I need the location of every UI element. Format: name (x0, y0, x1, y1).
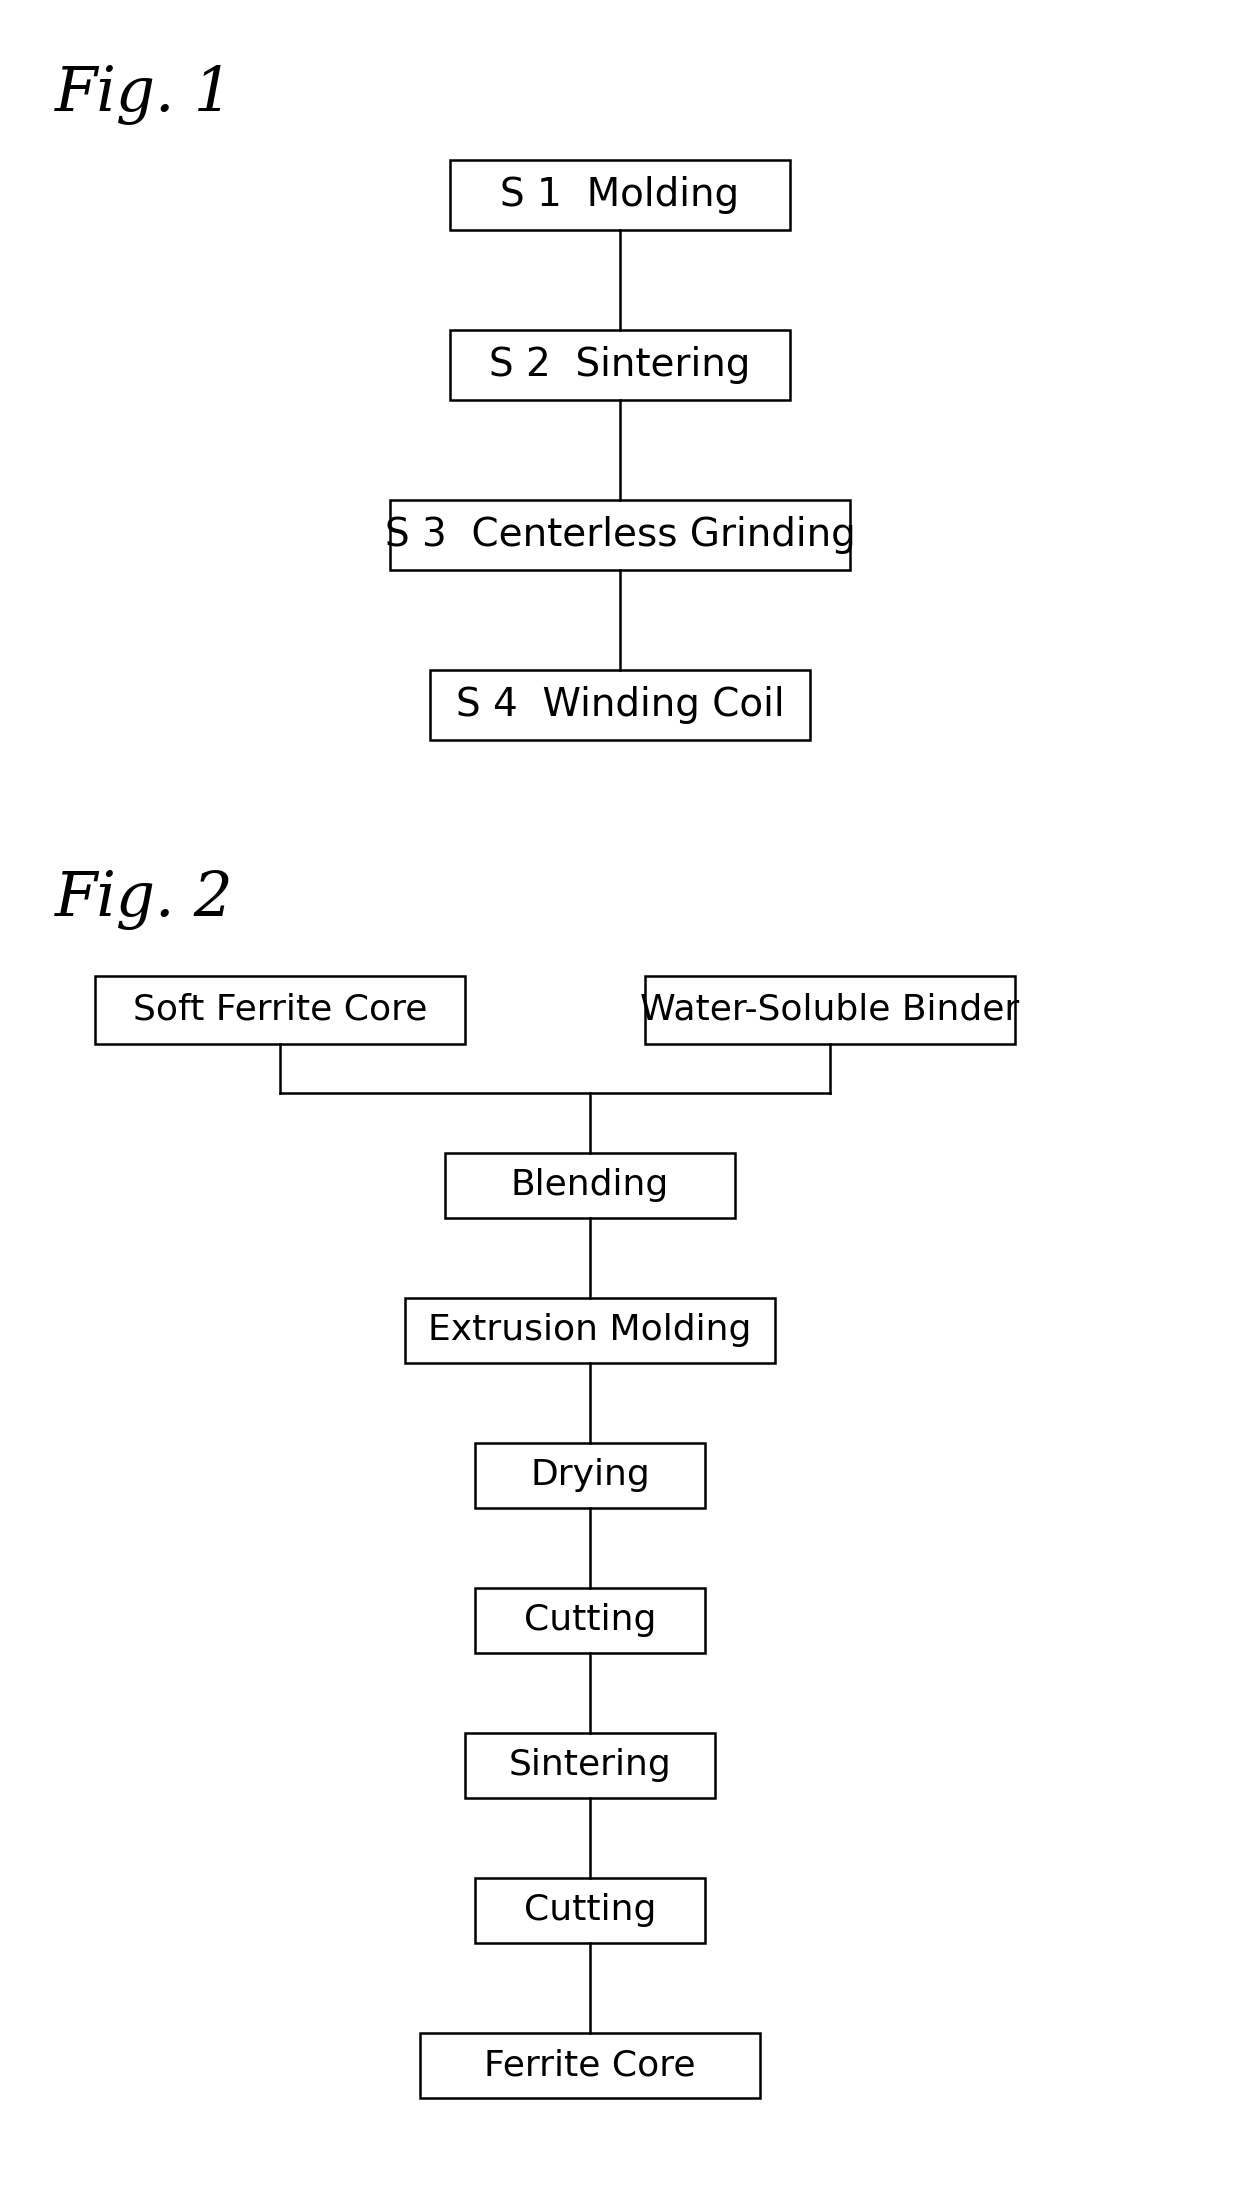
Text: Blending: Blending (511, 1167, 670, 1202)
Text: Cutting: Cutting (523, 1603, 656, 1636)
Text: S 2  Sintering: S 2 Sintering (490, 346, 750, 383)
Bar (420, 2032, 760, 2098)
Bar (475, 1877, 706, 1943)
Bar (430, 670, 810, 740)
Text: S 1  Molding: S 1 Molding (501, 175, 739, 215)
Text: Sintering: Sintering (508, 1748, 671, 1783)
Bar (95, 977, 465, 1045)
Text: Drying: Drying (531, 1459, 650, 1491)
Bar (450, 160, 790, 230)
Text: Extrusion Molding: Extrusion Molding (428, 1314, 751, 1347)
Text: Water-Soluble Binder: Water-Soluble Binder (640, 992, 1019, 1027)
Bar (445, 1152, 735, 1218)
Text: S 4  Winding Coil: S 4 Winding Coil (455, 685, 785, 725)
Bar (465, 1732, 715, 1798)
Bar (391, 499, 849, 569)
Text: Fig. 2: Fig. 2 (55, 869, 233, 931)
Text: Fig. 1: Fig. 1 (55, 66, 233, 125)
Text: Soft Ferrite Core: Soft Ferrite Core (133, 992, 428, 1027)
Text: Ferrite Core: Ferrite Core (485, 2048, 696, 2083)
Bar (645, 977, 1016, 1045)
Bar (450, 331, 790, 401)
Text: Cutting: Cutting (523, 1892, 656, 1927)
Bar (475, 1443, 706, 1507)
Bar (405, 1296, 775, 1362)
Text: S 3  Centerless Grinding: S 3 Centerless Grinding (384, 517, 856, 554)
Bar (475, 1588, 706, 1653)
